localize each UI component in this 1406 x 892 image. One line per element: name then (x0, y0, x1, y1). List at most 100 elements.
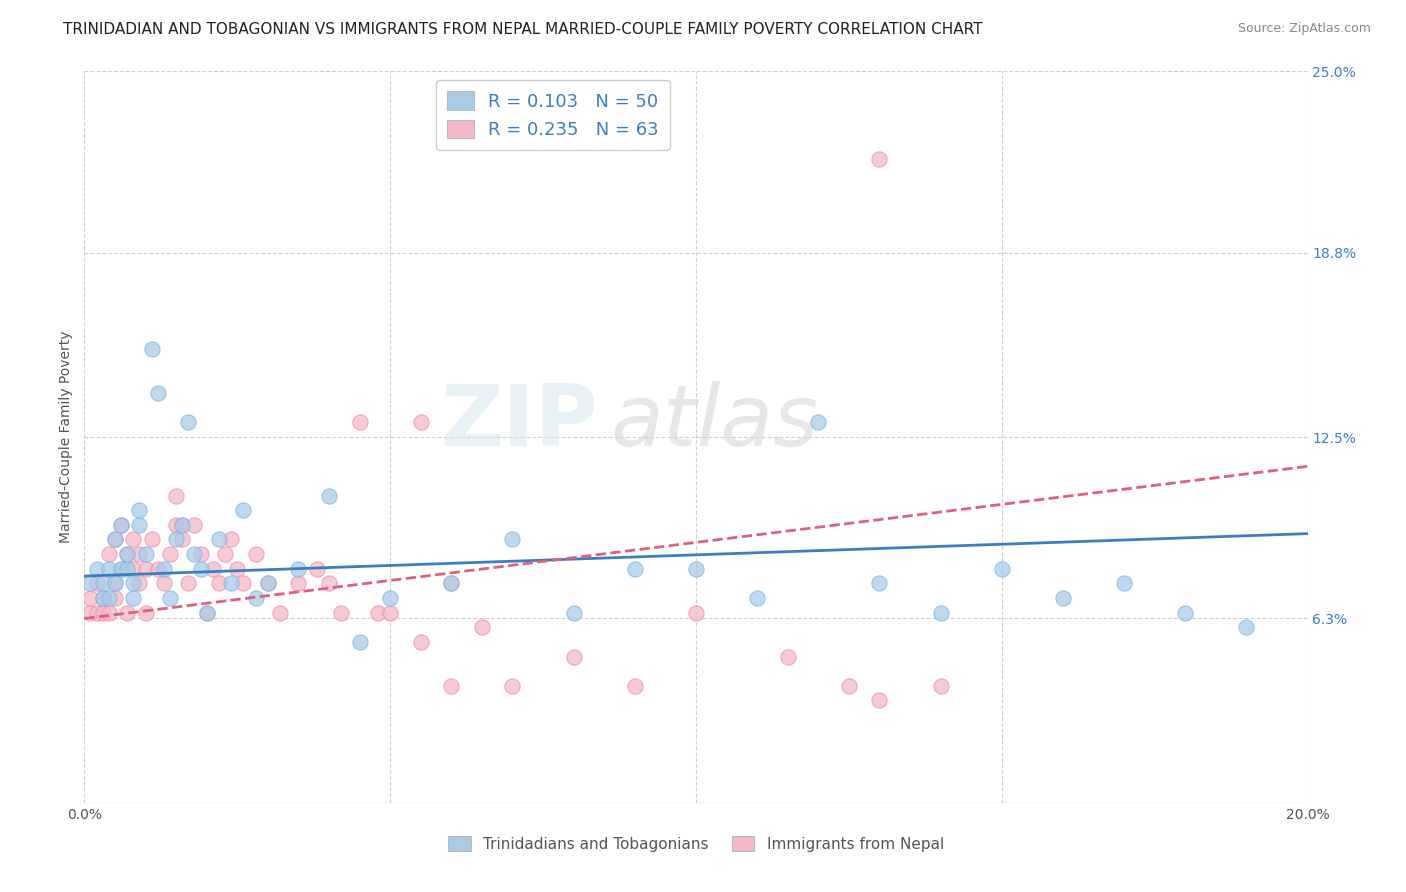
Point (79, 576, 101, 591)
Point (195, 606, 218, 620)
Point (128, 517, 150, 532)
Point (195, 606, 218, 620)
Point (122, 533, 145, 547)
Point (115, 547, 138, 561)
Text: Source: ZipAtlas.com: Source: ZipAtlas.com (1237, 22, 1371, 36)
Point (135, 547, 157, 561)
Point (128, 503, 150, 517)
Point (91, 591, 114, 605)
Point (991, 562, 1014, 576)
Point (380, 606, 402, 620)
Point (183, 517, 205, 532)
Point (86, 606, 108, 620)
Point (110, 562, 132, 576)
Point (349, 416, 371, 430)
Point (79, 591, 101, 605)
Point (86, 576, 108, 591)
Point (86, 562, 108, 576)
Point (91, 606, 114, 620)
Point (97, 562, 120, 576)
Point (440, 679, 463, 693)
Point (153, 576, 176, 591)
Point (624, 679, 647, 693)
Point (141, 343, 163, 357)
Point (159, 591, 181, 605)
Point (146, 562, 169, 576)
Point (190, 562, 212, 576)
Point (141, 533, 163, 547)
Point (440, 576, 463, 591)
Point (104, 576, 127, 591)
Point (245, 547, 267, 561)
Point (97, 606, 120, 620)
Point (219, 533, 242, 547)
Point (146, 386, 169, 401)
Point (869, 152, 891, 166)
Point (1052, 591, 1074, 605)
Point (257, 576, 280, 591)
Point (172, 533, 194, 547)
Point (624, 562, 647, 576)
Text: TRINIDADIAN AND TOBAGONIAN VS IMMIGRANTS FROM NEPAL MARRIED-COUPLE FAMILY POVERT: TRINIDADIAN AND TOBAGONIAN VS IMMIGRANTS… (63, 22, 983, 37)
Point (122, 562, 145, 576)
Point (110, 517, 132, 532)
Point (471, 620, 494, 634)
Point (91, 591, 114, 605)
Text: ZIP: ZIP (440, 381, 598, 464)
Point (214, 547, 236, 561)
Point (104, 576, 127, 591)
Point (104, 591, 127, 605)
Point (929, 606, 952, 620)
Point (128, 576, 150, 591)
Point (869, 693, 891, 707)
Point (104, 533, 127, 547)
Point (135, 606, 157, 620)
Point (562, 606, 585, 620)
Point (287, 576, 309, 591)
Point (318, 576, 340, 591)
Point (97, 547, 120, 561)
Point (208, 533, 231, 547)
Point (201, 562, 224, 576)
Point (1236, 620, 1258, 634)
Point (177, 416, 200, 430)
Point (110, 517, 132, 532)
Point (172, 517, 194, 532)
Point (97, 591, 120, 605)
Point (115, 562, 138, 576)
Y-axis label: Married-Couple Family Poverty: Married-Couple Family Poverty (59, 331, 73, 543)
Point (153, 562, 176, 576)
Point (159, 547, 181, 561)
Point (165, 517, 187, 532)
Text: atlas: atlas (610, 381, 818, 464)
Point (1174, 606, 1197, 620)
Point (122, 576, 145, 591)
Point (226, 562, 249, 576)
Point (502, 533, 524, 547)
Point (929, 679, 952, 693)
Point (318, 489, 340, 503)
Point (380, 591, 402, 605)
Point (190, 547, 212, 561)
Point (79, 606, 101, 620)
Point (747, 591, 769, 605)
Point (232, 503, 254, 517)
Point (330, 606, 353, 620)
Point (1114, 576, 1136, 591)
Point (183, 547, 205, 561)
Point (177, 576, 200, 591)
Point (172, 517, 194, 532)
Point (245, 591, 267, 605)
Point (776, 649, 799, 664)
Point (685, 606, 707, 620)
Point (838, 679, 860, 693)
Point (269, 606, 291, 620)
Point (807, 416, 830, 430)
Point (115, 606, 138, 620)
Point (232, 576, 254, 591)
Point (135, 562, 157, 576)
Point (409, 635, 432, 649)
Point (305, 562, 328, 576)
Point (165, 533, 187, 547)
Point (165, 489, 187, 503)
